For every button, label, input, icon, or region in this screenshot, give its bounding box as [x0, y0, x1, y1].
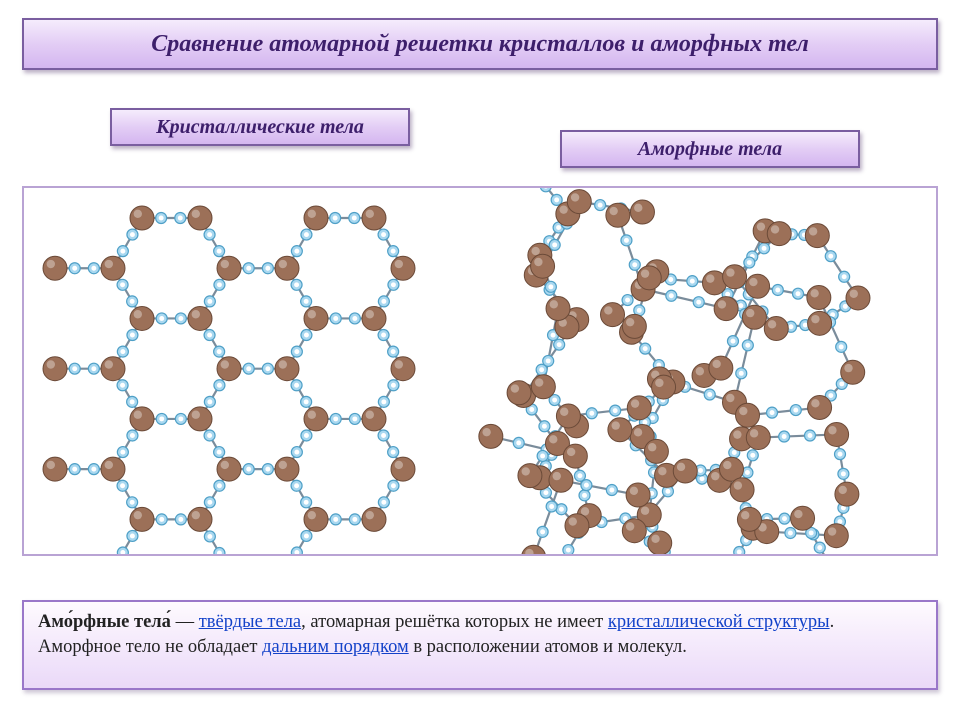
- link-long-range-order[interactable]: дальним порядком: [262, 637, 409, 657]
- def-tail1: .: [830, 612, 835, 632]
- definition-box: Амо́рфные тела́ — твёрдые тела, атомарна…: [22, 600, 938, 690]
- lattice-diagram-frame: [22, 186, 938, 556]
- def-line2b: в расположении атомов и молекул.: [409, 637, 687, 657]
- main-title-banner: Сравнение атомарной решетки кристаллов и…: [22, 18, 938, 70]
- def-line2a: Аморфное тело не обладает: [38, 637, 262, 657]
- amorphous-label: Аморфные тела: [638, 138, 782, 161]
- link-crystal-structure[interactable]: кристаллической структуры: [608, 612, 830, 632]
- atoms-group: [43, 188, 870, 554]
- main-title-text: Сравнение атомарной решетки кристаллов и…: [151, 31, 809, 58]
- amorphous-label-banner: Аморфные тела: [560, 130, 860, 168]
- definition-line-2: Аморфное тело не обладает дальним порядк…: [38, 635, 922, 660]
- crystalline-label: Кристаллические тела: [156, 116, 364, 139]
- lattice-diagram: [24, 188, 936, 554]
- def-mid1: , атомарная решётка которых не имеет: [301, 612, 608, 632]
- def-dash: —: [171, 612, 199, 632]
- link-solid-bodies[interactable]: твёрдые тела: [199, 612, 301, 632]
- crystalline-label-banner: Кристаллические тела: [110, 108, 410, 146]
- definition-line-1: Амо́рфные тела́ — твёрдые тела, атомарна…: [38, 610, 922, 635]
- definition-term: Амо́рфные тела́: [38, 612, 171, 632]
- slide-root: Сравнение атомарной решетки кристаллов и…: [0, 0, 960, 720]
